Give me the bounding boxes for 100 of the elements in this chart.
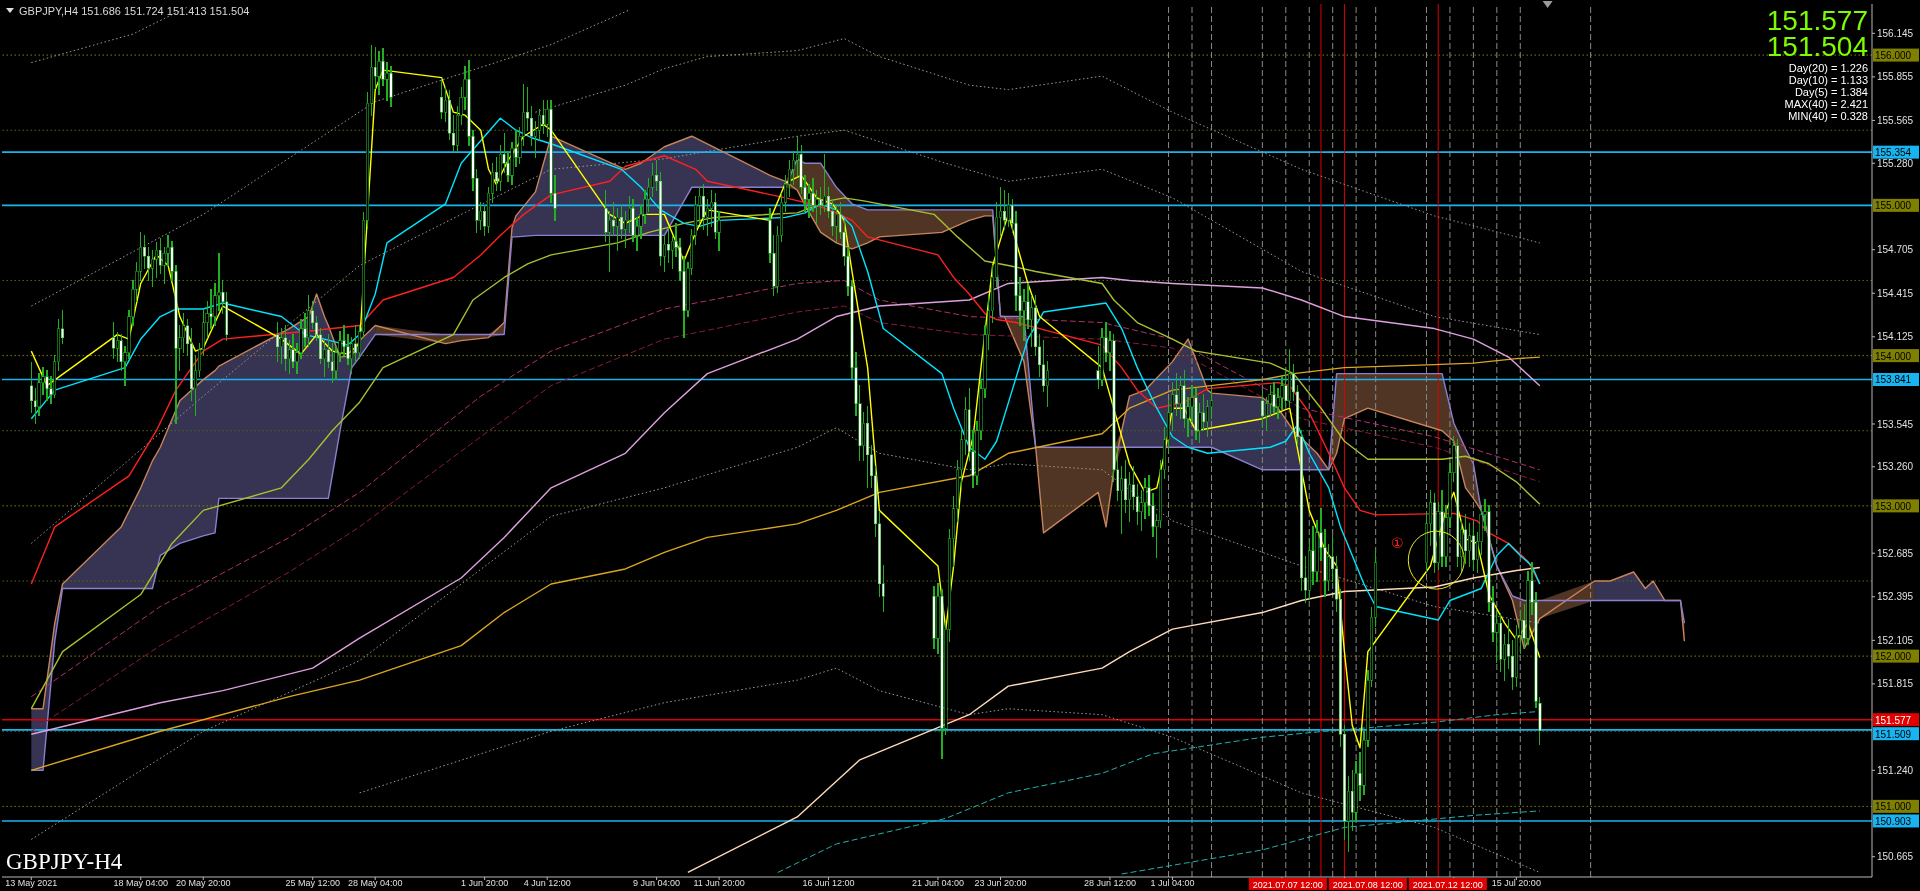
y-tick-label: 154.705 (1877, 244, 1914, 256)
y-tick-label: 153.260 (1877, 461, 1914, 473)
candlestick (1264, 397, 1268, 432)
candlestick (111, 321, 115, 360)
y-tick-label: 155.280 (1877, 157, 1914, 169)
candlestick (612, 201, 616, 237)
candlestick (45, 369, 49, 402)
candlestick (658, 171, 663, 267)
ref-line-label: 151.000 (1875, 801, 1912, 813)
candlestick (1260, 391, 1264, 429)
ref-line-label: 153.000 (1875, 500, 1912, 512)
ref-line-label: 2021.07.08 12:00 (1332, 879, 1403, 890)
candlestick (1178, 375, 1182, 420)
candlestick (147, 246, 151, 282)
x-tick-label: 4 Jun 12:00 (523, 878, 571, 889)
line-series (30, 427, 1541, 840)
candlestick (823, 153, 827, 213)
candlestick (494, 156, 498, 191)
annotation: ① (1391, 535, 1404, 552)
candlestick (1467, 523, 1471, 567)
candlestick (651, 162, 655, 197)
x-tick-label: 25 May 12:00 (285, 878, 340, 889)
candlestick (158, 237, 162, 274)
line-series (1121, 810, 1541, 875)
x-tick-label: 15 Jul 20:00 (1491, 878, 1541, 889)
candlestick (701, 183, 706, 231)
y-tick-label: 152.395 (1877, 591, 1914, 603)
candlestick (283, 324, 287, 372)
candlestick (1002, 189, 1006, 231)
candlestick (287, 339, 291, 375)
candlestick (1210, 388, 1214, 420)
ref-line-label: 155.354 (1875, 147, 1912, 159)
ref-line-label: 2021.07.07 12:00 (1252, 879, 1323, 890)
candlestick (1022, 288, 1026, 342)
candlestick (541, 99, 545, 134)
x-tick-label: 23 Jun 20:00 (974, 878, 1027, 889)
candlestick (1464, 514, 1468, 564)
y-tick-label: 152.685 (1877, 547, 1914, 559)
line-series (30, 197, 1541, 710)
y-tick-label: 152.105 (1877, 634, 1914, 646)
candlestick (385, 61, 389, 101)
x-tick-label: 1 Jul 04:00 (1150, 878, 1195, 889)
annotation: MAX(40) = 2.421 (1784, 98, 1868, 110)
candlestick (791, 150, 795, 185)
ref-line-label: 2021.07.12 12:00 (1412, 879, 1483, 890)
annotation: Day(20) = 1.226 (1788, 62, 1868, 74)
candlestick (1030, 294, 1034, 348)
candlestick (115, 332, 119, 363)
y-tick-label: 150.665 (1877, 851, 1914, 863)
line-series (534, 38, 1541, 244)
candlestick (377, 51, 381, 95)
text: GBPJPY-H4 (6, 849, 123, 874)
x-tick-label: 18 May 04:00 (113, 878, 169, 889)
ref-line-label: 154.000 (1875, 350, 1912, 362)
ref-line-label: 156.000 (1875, 50, 1912, 62)
x-tick-label: 13 May 2021 (5, 878, 58, 889)
candlestick (807, 183, 811, 219)
candlestick (1045, 360, 1049, 408)
line-series (687, 566, 1541, 874)
annotation: MIN(40) = 0.328 (1788, 110, 1868, 122)
candlestick (666, 225, 670, 264)
candlestick (1041, 339, 1045, 393)
candlestick (276, 321, 280, 363)
candlestick (1284, 369, 1288, 408)
x-tick-label: 20 May 20:00 (175, 878, 231, 889)
candlestick (440, 78, 444, 119)
x-tick-label: 11 Jun 20:00 (693, 878, 745, 889)
y-tick-label: 155.855 (1877, 71, 1914, 83)
y-tick-label: 154.415 (1877, 287, 1914, 299)
chart-title: GBPJPY,H4 151.686 151.724 151.413 151.504 (19, 5, 250, 17)
candlestick (182, 312, 186, 354)
x-tick-label: 28 Jun 12:00 (1083, 878, 1136, 889)
candlestick (354, 324, 358, 364)
candlestick (209, 288, 213, 330)
ref-line-label: 151.509 (1875, 728, 1912, 740)
x-tick-label: 9 Jun 04:00 (633, 878, 681, 889)
candlestick (29, 362, 33, 414)
candlestick (1202, 394, 1206, 432)
ref-line-label: 153.841 (1875, 374, 1912, 386)
candlestick (1127, 472, 1131, 522)
x-tick-label: 16 Jun 12:00 (802, 878, 855, 889)
line-series (777, 711, 1537, 873)
candlestick (150, 249, 154, 288)
candlestick (815, 189, 819, 225)
candlestick (1131, 466, 1135, 510)
ref-line-label: 151.577 (1875, 714, 1912, 726)
ref-line-label: 150.903 (1875, 815, 1912, 827)
candlestick (623, 210, 627, 249)
ref-line-label: 152.000 (1875, 651, 1912, 663)
annotation: Day(5) = 1.384 (1794, 86, 1868, 98)
candlestick (834, 204, 838, 243)
candlestick (1174, 372, 1178, 417)
candlestick (154, 242, 158, 279)
candlestick (1206, 400, 1210, 438)
annotation: Day(10) = 1.133 (1788, 74, 1868, 86)
y-tick-label: 154.125 (1877, 331, 1914, 343)
ref-line-label: 155.000 (1875, 200, 1912, 212)
y-tick-label: 151.815 (1877, 678, 1914, 690)
candlestick (619, 204, 623, 240)
candlestick (530, 105, 534, 146)
